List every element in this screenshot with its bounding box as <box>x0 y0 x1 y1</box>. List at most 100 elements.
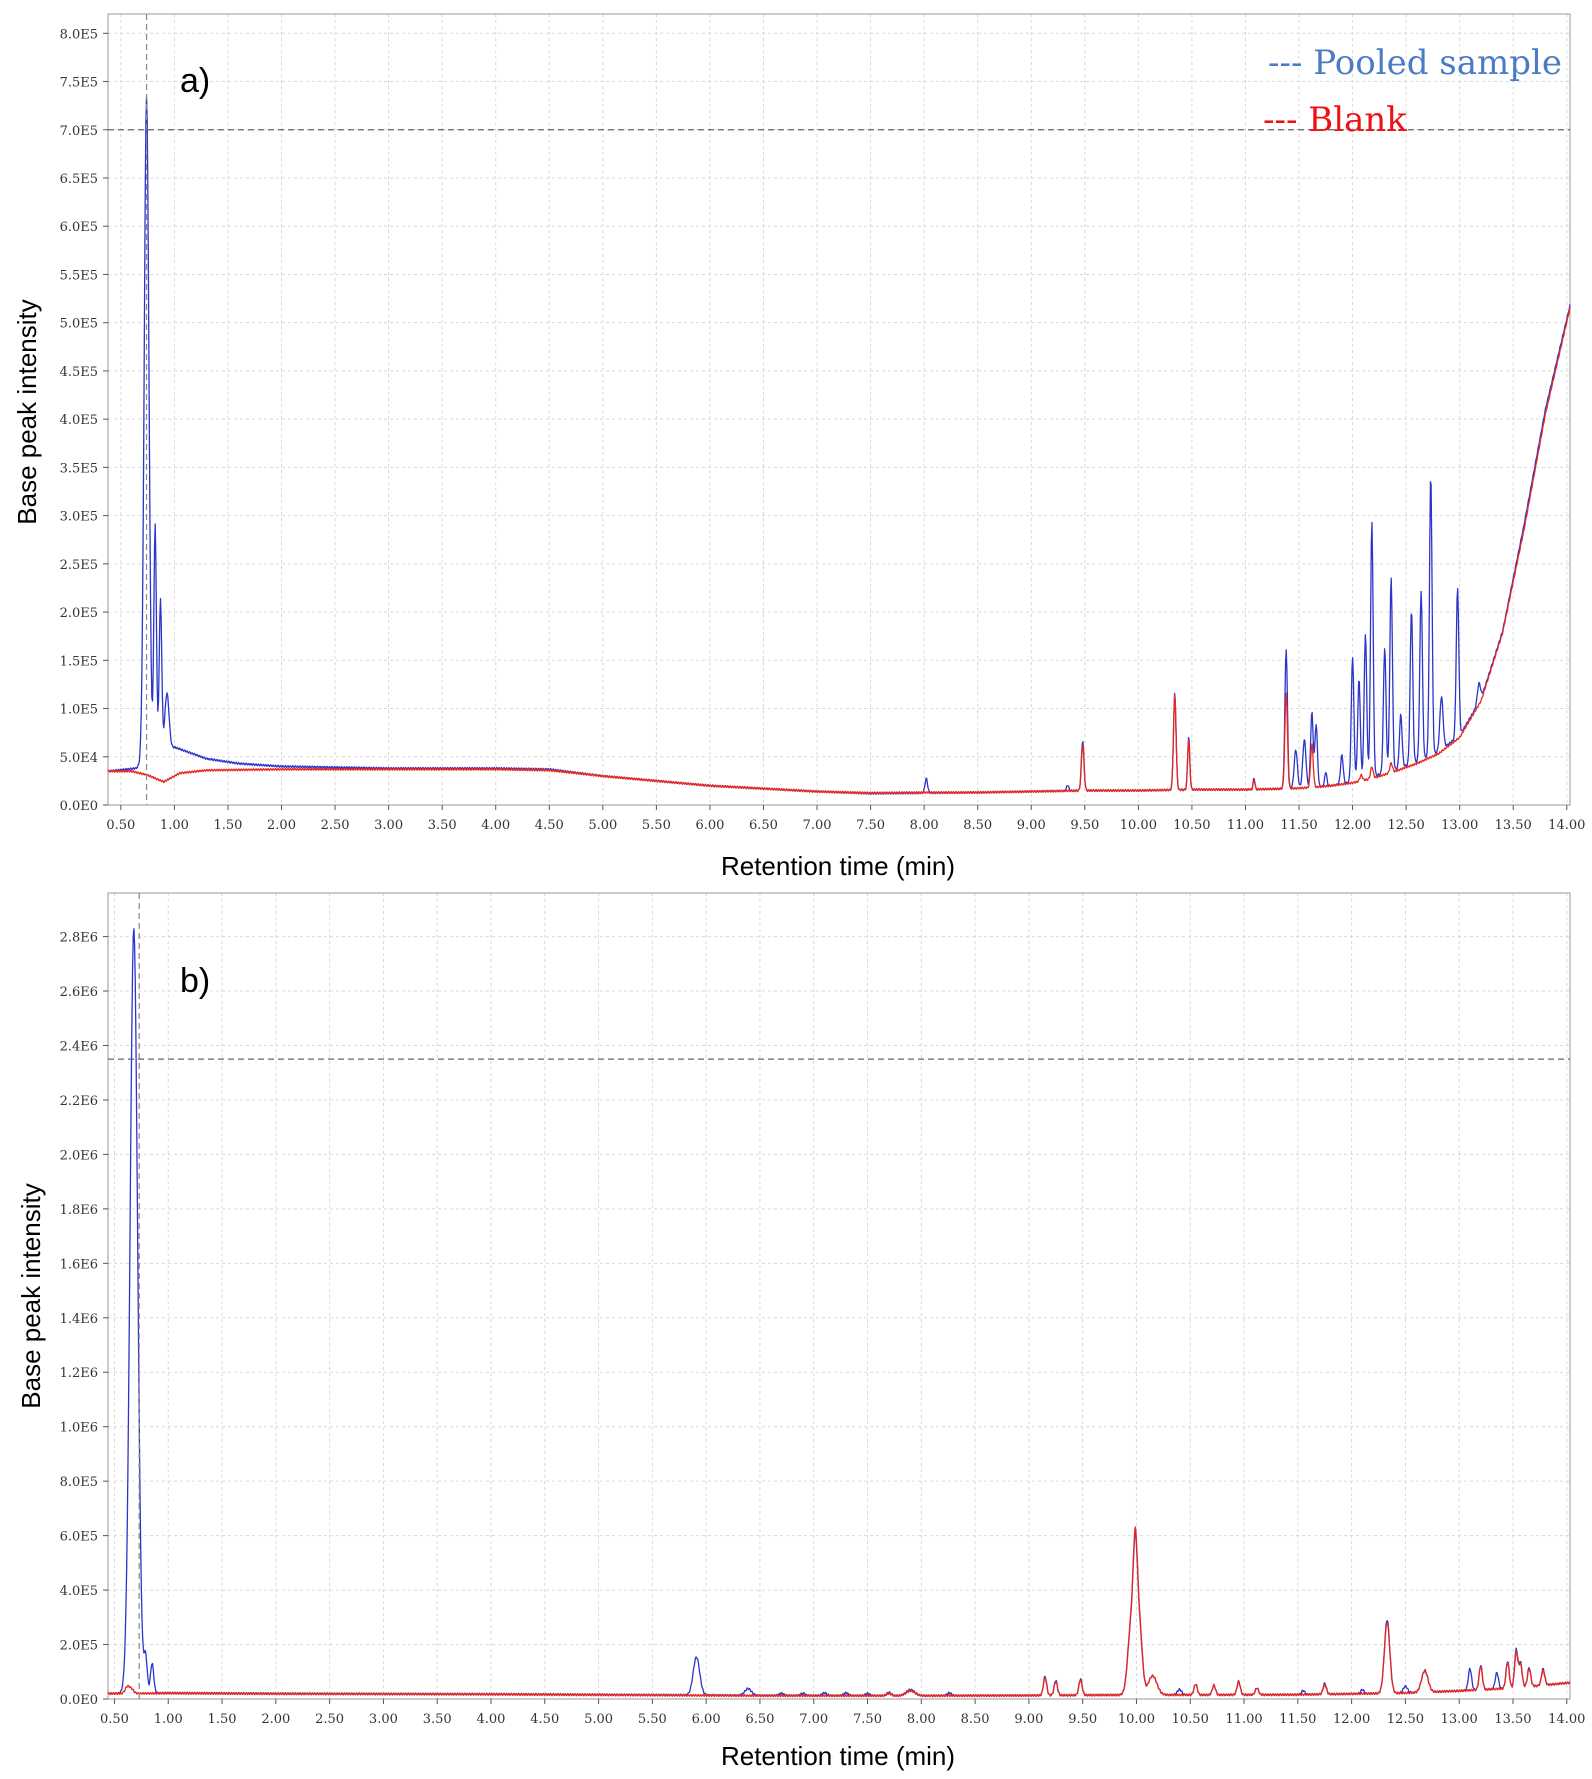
x-tick-label: 4.50 <box>530 1712 559 1727</box>
y-tick-label: 2.0E5 <box>60 606 98 621</box>
y-tick-label: 1.6E6 <box>60 1257 98 1272</box>
legend-item-blank: --- Blank <box>1263 100 1407 140</box>
panel-b-y-axis: 0.0E0 2.0E5 4.0E5 6.0E5 8.0E5 1.0E6 1.2E6 1.4E6… <box>60 931 108 1708</box>
panel-a-y-axis-title: Base peak intensity <box>12 299 42 524</box>
y-tick-label: 3.0E5 <box>60 510 98 525</box>
y-tick-label: 7.0E5 <box>60 124 98 139</box>
y-tick-label: 6.0E5 <box>60 220 98 235</box>
x-tick-label: 14.00 <box>1548 818 1585 833</box>
y-tick-label: 7.5E5 <box>60 76 98 91</box>
panel-b-label: b) <box>180 962 210 1000</box>
x-tick-label: 3.50 <box>423 1712 452 1727</box>
y-tick-label: 0.0E0 <box>60 799 98 814</box>
x-tick-label: 5.50 <box>638 1712 667 1727</box>
panel-b-x-axis: 0.50 1.00 1.50 2.00 2.50 3.00 3.50 4.00 4.50 5.00… <box>100 1699 1585 1727</box>
x-tick-label: 2.50 <box>315 1712 344 1727</box>
x-tick-label: 7.00 <box>799 1712 828 1727</box>
series-line-blank <box>107 307 1571 795</box>
panel-a-series <box>107 96 1571 795</box>
y-tick-label: 1.5E5 <box>60 654 98 669</box>
x-tick-label: 7.00 <box>803 818 832 833</box>
y-tick-label: 6.5E5 <box>60 172 98 187</box>
panel-b-series <box>107 928 1571 1698</box>
x-tick-label: 9.00 <box>1014 1712 1043 1727</box>
x-tick-label: 12.00 <box>1334 818 1371 833</box>
x-tick-label: 3.00 <box>374 818 403 833</box>
panel-a-y-axis: 0.0E0 5.0E4 1.0E5 1.5E5 2.0E5 2.5E5 3.0E5 3.5E5… <box>60 27 108 814</box>
x-tick-label: 3.00 <box>369 1712 398 1727</box>
x-tick-label: 1.50 <box>213 818 242 833</box>
x-tick-label: 13.00 <box>1441 1712 1478 1727</box>
x-tick-label: 13.00 <box>1441 818 1478 833</box>
y-tick-label: 1.0E5 <box>60 703 98 718</box>
x-tick-label: 3.50 <box>428 818 457 833</box>
x-tick-label: 9.50 <box>1070 818 1099 833</box>
x-tick-label: 6.00 <box>692 1712 721 1727</box>
x-tick-label: 7.50 <box>856 818 885 833</box>
x-tick-label: 12.00 <box>1333 1712 1370 1727</box>
x-tick-label: 1.50 <box>208 1712 237 1727</box>
panel-b-y-axis-title: Base peak intensity <box>16 1183 46 1408</box>
x-tick-label: 13.50 <box>1495 818 1532 833</box>
x-tick-label: 8.00 <box>907 1712 936 1727</box>
y-tick-label: 2.0E6 <box>60 1148 98 1163</box>
panel-b-x-axis-title: Retention time (min) <box>721 1741 955 1771</box>
x-tick-label: 8.00 <box>910 818 939 833</box>
y-tick-label: 5.0E4 <box>60 751 98 766</box>
series-line-blank <box>107 1526 1571 1698</box>
x-tick-label: 2.00 <box>267 818 296 833</box>
y-tick-label: 8.0E5 <box>60 27 98 42</box>
x-tick-label: 5.00 <box>584 1712 613 1727</box>
x-tick-label: 9.00 <box>1017 818 1046 833</box>
panel-a-x-axis: 0.50 1.00 1.50 2.00 2.50 3.00 3.50 4.00 4.50 5.00… <box>106 805 1585 833</box>
y-tick-label: 8.0E5 <box>60 1475 98 1490</box>
x-tick-label: 4.00 <box>481 818 510 833</box>
x-tick-label: 6.50 <box>745 1712 774 1727</box>
x-tick-label: 10.50 <box>1173 818 1210 833</box>
panel-a-label: a) <box>180 62 210 100</box>
y-tick-label: 2.8E6 <box>60 931 98 946</box>
x-tick-label: 14.00 <box>1548 1712 1585 1727</box>
y-tick-label: 2.5E5 <box>60 558 98 573</box>
x-tick-label: 1.00 <box>154 1712 183 1727</box>
panel-b-grid <box>108 893 1570 1699</box>
y-tick-label: 5.0E5 <box>60 317 98 332</box>
x-tick-label: 5.50 <box>642 818 671 833</box>
x-tick-label: 0.50 <box>100 1712 129 1727</box>
x-tick-label: 8.50 <box>963 818 992 833</box>
x-tick-label: 1.00 <box>160 818 189 833</box>
x-tick-label: 11.00 <box>1227 818 1264 833</box>
x-tick-label: 11.50 <box>1279 1712 1316 1727</box>
x-tick-label: 10.00 <box>1120 818 1157 833</box>
x-tick-label: 11.00 <box>1225 1712 1262 1727</box>
x-tick-label: 7.50 <box>853 1712 882 1727</box>
x-tick-label: 12.50 <box>1388 818 1425 833</box>
y-tick-label: 1.2E6 <box>60 1366 98 1381</box>
panel-b-chart: 0.0E0 2.0E5 4.0E5 6.0E5 8.0E5 1.0E6 1.2E6 1.4E6… <box>16 892 1585 1771</box>
x-tick-label: 2.00 <box>261 1712 290 1727</box>
x-tick-label: 2.50 <box>321 818 350 833</box>
y-tick-label: 2.0E5 <box>60 1639 98 1654</box>
panel-a-plot-frame <box>107 13 1571 806</box>
panel-a-crosshair <box>108 14 1570 805</box>
x-tick-label: 5.00 <box>588 818 617 833</box>
panel-b-crosshair <box>108 893 1570 1699</box>
y-tick-label: 3.5E5 <box>60 461 98 476</box>
y-tick-label: 5.5E5 <box>60 268 98 283</box>
y-tick-label: 4.5E5 <box>60 365 98 380</box>
x-tick-label: 4.00 <box>477 1712 506 1727</box>
legend-item-pooled-sample: --- Pooled sample <box>1268 43 1562 83</box>
y-tick-label: 1.4E6 <box>60 1312 98 1327</box>
y-tick-label: 2.4E6 <box>60 1039 98 1054</box>
y-tick-label: 0.0E0 <box>60 1693 98 1708</box>
y-tick-label: 2.6E6 <box>60 985 98 1000</box>
x-tick-label: 10.00 <box>1118 1712 1155 1727</box>
panel-a-grid <box>108 14 1570 805</box>
x-tick-label: 6.00 <box>695 818 724 833</box>
y-tick-label: 4.0E5 <box>60 413 98 428</box>
x-tick-label: 4.50 <box>535 818 564 833</box>
x-tick-label: 8.50 <box>961 1712 990 1727</box>
panel-a-chart: 0.0E0 5.0E4 1.0E5 1.5E5 2.0E5 2.5E5 3.0E5 3.5E5… <box>12 13 1585 881</box>
x-tick-label: 6.50 <box>749 818 778 833</box>
